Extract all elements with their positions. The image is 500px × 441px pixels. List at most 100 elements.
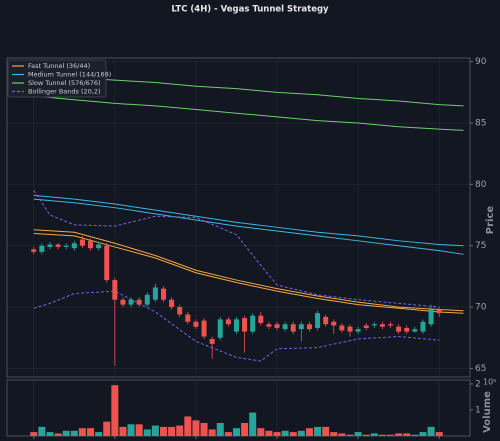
volume-bar — [62, 430, 70, 436]
volume-bar — [70, 430, 78, 436]
candle-body — [404, 327, 410, 332]
tunnel-line — [33, 95, 464, 131]
tunnel-line — [33, 232, 464, 314]
candle-body — [379, 324, 385, 327]
volume-bar — [54, 433, 62, 436]
volume-bar — [224, 432, 232, 436]
candle-body — [242, 318, 248, 332]
volume-bar — [314, 426, 322, 436]
volume-bar — [78, 428, 86, 436]
candle-body — [31, 249, 37, 252]
candle-body — [71, 243, 77, 249]
volume-bar — [362, 434, 370, 436]
candle-body — [128, 299, 134, 305]
candle-body — [79, 239, 85, 246]
candle-body — [104, 245, 110, 281]
volume-bar — [151, 425, 159, 436]
volume-axis-label: Volume — [482, 391, 493, 433]
candle-body — [88, 240, 94, 249]
candle-body — [436, 309, 442, 314]
candle-body — [201, 320, 207, 337]
volume-bar — [232, 428, 240, 436]
volume-bar — [427, 426, 435, 436]
volume-bar — [38, 426, 46, 436]
tunnel-line — [33, 74, 464, 107]
volume-bar — [395, 433, 403, 436]
legend-box — [7, 59, 107, 98]
volume-bar — [346, 434, 354, 436]
volume-bar — [338, 433, 346, 436]
volume-bar — [46, 432, 54, 436]
candle-body — [63, 245, 69, 247]
tunnel-line — [33, 194, 464, 247]
volume-bar — [103, 421, 111, 436]
volume-bar — [289, 432, 297, 436]
y-tick-label: 80 — [475, 180, 487, 190]
candle-body — [225, 319, 231, 325]
candle-body — [152, 287, 158, 300]
y-tick-label: 85 — [475, 119, 486, 129]
volume-panel — [6, 379, 471, 437]
volume-bar — [143, 429, 151, 436]
volume-bar — [176, 425, 184, 436]
candle-body — [363, 325, 369, 328]
candle-body — [420, 321, 426, 332]
y-tick-label: 65 — [475, 364, 486, 374]
legend-label: Fast Tunnel (36/44) — [28, 62, 90, 70]
volume-bar — [435, 432, 443, 436]
volume-bar — [119, 426, 127, 436]
volume-bar — [370, 433, 378, 436]
volume-bar — [168, 426, 176, 436]
candle-body — [274, 324, 280, 328]
volume-y-tick-label: 1 — [475, 405, 481, 415]
candle-body — [185, 314, 191, 322]
candle-body — [209, 338, 215, 344]
volume-bar — [159, 426, 167, 436]
volume-bar — [192, 420, 200, 436]
volume-bar — [330, 432, 338, 436]
volume-bar — [208, 429, 216, 436]
volume-y-tick-label: 2 — [475, 379, 481, 389]
volume-scale: 10⁵ — [483, 378, 496, 387]
candle-body — [177, 307, 183, 315]
volume-bar — [87, 428, 95, 436]
candle-body — [136, 299, 142, 305]
candle-body — [217, 319, 223, 338]
legend: Fast Tunnel (36/44)Medium Tunnel (144/16… — [7, 59, 111, 98]
candle-body — [144, 294, 150, 305]
candle-body — [355, 329, 361, 332]
candle-body — [169, 299, 175, 308]
volume-bar — [111, 385, 119, 436]
candle-body — [290, 324, 296, 332]
volume-bar — [273, 432, 281, 436]
candle-body — [306, 324, 312, 330]
legend-label: Slow Tunnel (576/676) — [28, 79, 101, 87]
candle-body — [120, 299, 126, 305]
volume-bar — [305, 428, 313, 436]
candle-body — [250, 315, 256, 332]
y-tick-label: 75 — [475, 241, 486, 251]
candle-body — [412, 329, 418, 332]
volume-bar — [241, 422, 249, 436]
volume-bar — [249, 412, 257, 436]
volume-bar — [184, 416, 192, 436]
legend-label: Bollinger Bands (20,2) — [28, 88, 101, 96]
candle-body — [266, 324, 272, 327]
candle-body — [258, 315, 264, 324]
volume-bar — [281, 430, 289, 436]
y-tick-label: 90 — [475, 57, 487, 67]
candle-body — [396, 326, 402, 332]
volume-bar — [257, 428, 265, 436]
volume-bar — [216, 422, 224, 436]
candle-body — [331, 321, 337, 326]
volume-bar — [200, 422, 208, 436]
volume-bar — [322, 426, 330, 436]
candle-body — [282, 324, 288, 330]
legend-label: Medium Tunnel (144/169) — [28, 71, 111, 79]
candle-body — [428, 309, 434, 325]
y-tick-label: 70 — [475, 303, 487, 313]
volume-bar — [419, 432, 427, 436]
volume-bar — [411, 434, 419, 436]
